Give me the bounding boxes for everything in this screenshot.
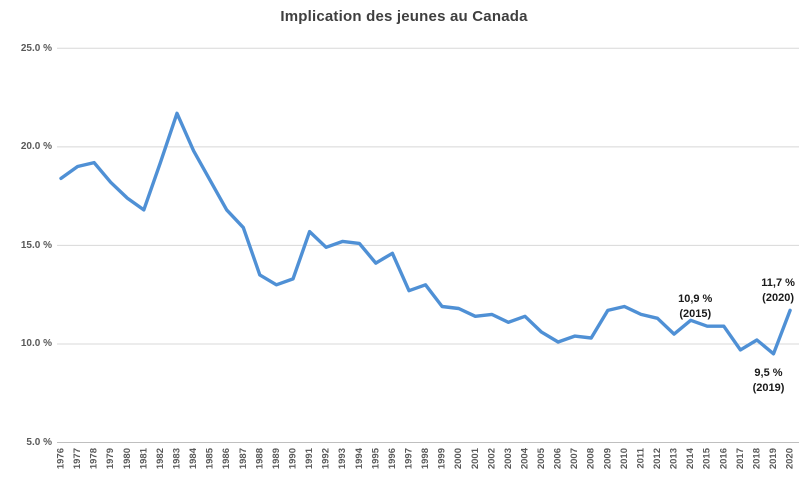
x-tick-label: 1986 (221, 448, 232, 469)
x-tick-label: 1981 (138, 447, 149, 469)
x-tick-label: 2012 (652, 448, 663, 469)
x-tick-label: 2005 (536, 447, 547, 469)
x-tick-label: 2016 (718, 448, 729, 469)
x-tick-label: 1989 (271, 448, 282, 469)
x-tick-label: 1983 (171, 448, 182, 469)
x-tick-label: 2006 (553, 448, 564, 469)
data-label-2019: 9,5 % (2019) (753, 366, 785, 396)
x-tick-label: 2013 (669, 448, 680, 469)
x-tick-label: 1977 (72, 448, 83, 469)
x-tick-label: 1998 (420, 448, 431, 469)
data-label-year: (2019) (752, 381, 785, 394)
x-tick-label: 1985 (205, 447, 216, 469)
data-label-2020: 11,7 % (2020) (761, 276, 795, 306)
x-tick-label: 1984 (188, 447, 199, 469)
x-tick-label: 2009 (602, 448, 613, 469)
x-tick-label: 1991 (304, 447, 315, 469)
x-tick-label: 1988 (254, 448, 265, 469)
x-tick-label: 2004 (519, 447, 530, 469)
data-label-year: (2020) (762, 292, 794, 305)
x-tick-label: 1990 (287, 448, 298, 469)
x-tick-label: 1999 (437, 448, 448, 469)
chart-title: Implication des jeunes au Canada (280, 8, 528, 25)
x-tick-label: 1980 (122, 448, 133, 469)
x-tick-label: 2003 (503, 448, 514, 469)
x-tick-label: 2020 (785, 448, 796, 469)
x-tick-label: 2002 (486, 448, 497, 469)
x-tick-label: 1993 (337, 448, 348, 469)
data-label-2015: 10,9 % (2015) (678, 292, 712, 322)
x-tick-label: 1992 (321, 448, 332, 469)
x-tick-label: 1987 (238, 448, 249, 469)
x-tick-label: 2017 (735, 448, 746, 469)
x-tick-label: 1997 (403, 448, 414, 469)
data-label-value: 11,7 % (761, 277, 795, 290)
x-tick-label: 1994 (354, 447, 365, 469)
x-tick-label: 1979 (105, 448, 116, 469)
y-tick-label: 5.0 % (26, 437, 52, 448)
x-tick-label: 1976 (56, 448, 67, 469)
x-tick-label: 2015 (702, 447, 713, 469)
x-tick-label: 2010 (619, 448, 630, 469)
x-tick-label: 1995 (370, 447, 381, 469)
data-label-year: (2015) (679, 308, 712, 321)
x-tick-label: 2019 (768, 448, 779, 469)
y-tick-label: 10.0 % (20, 338, 52, 350)
x-tick-label: 1996 (387, 448, 398, 469)
x-tick-label: 2001 (470, 447, 481, 469)
x-tick-label: 2014 (685, 447, 696, 469)
data-label-value: 9,5 % (754, 366, 783, 379)
data-label-value: 10,9 % (678, 293, 713, 306)
x-tick-label: 2008 (586, 448, 597, 469)
x-tick-label: 2000 (453, 448, 464, 469)
x-tick-label: 2007 (569, 448, 580, 469)
x-tick-label: 1982 (155, 448, 166, 469)
y-tick-label: 15.0 % (20, 239, 52, 251)
x-tick-label: 2011 (635, 447, 646, 468)
y-tick-label: 20.0 % (20, 141, 52, 153)
y-tick-label: 25.0 % (20, 42, 52, 54)
x-tick-label: 2018 (751, 448, 762, 469)
data-line-series (59, 111, 792, 356)
x-tick-label: 1978 (89, 448, 100, 469)
